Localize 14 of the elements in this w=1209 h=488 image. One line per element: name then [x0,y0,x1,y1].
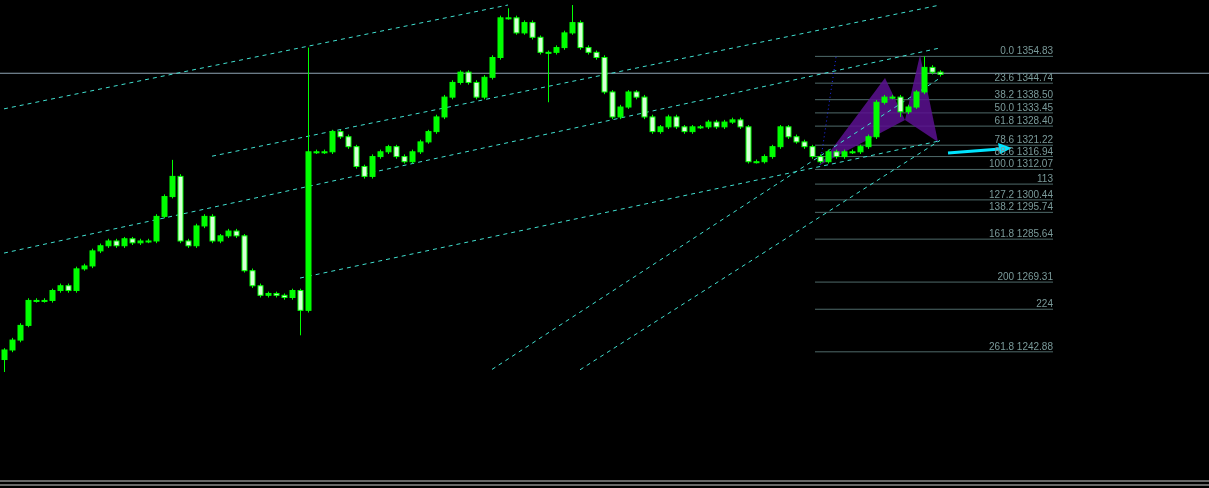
annotation: 224 [1036,298,1054,310]
annotation: 200 1269.31 [997,271,1054,283]
annotation: 61.8 1328.40 [994,115,1054,127]
annotation: 161.8 1285.64 [989,228,1054,240]
annotation: 23.6 1344.74 [994,72,1054,84]
annotation: 50.0 1333.45 [994,101,1054,113]
annotation: 261.8 1242.88 [989,340,1054,352]
annotation: 113 [1037,173,1054,185]
annotation: 0.0 1354.83 [1000,45,1054,57]
annotation: 127.2 1300.44 [989,188,1054,200]
annotation: 38.2 1338.50 [994,88,1054,100]
annotation: 138.2 1295.74 [989,201,1054,213]
annotation: 100.0 1312.07 [989,158,1054,170]
annotation: 78.6 1321.22 [994,134,1054,146]
